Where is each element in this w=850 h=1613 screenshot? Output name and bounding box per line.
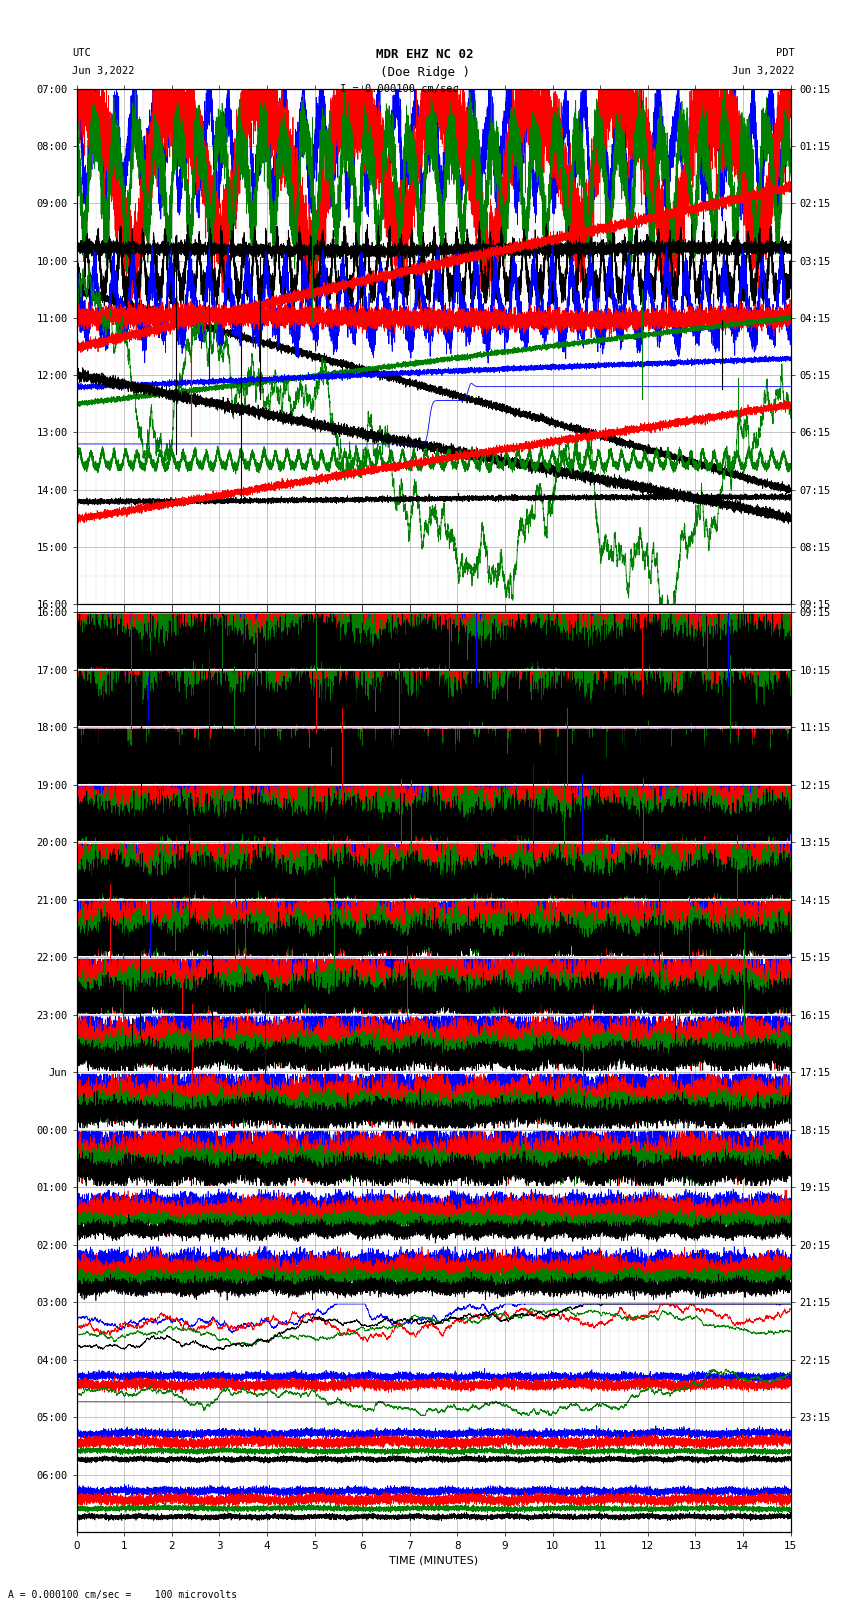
Text: (Doe Ridge ): (Doe Ridge ): [380, 66, 470, 79]
Text: Jun 3,2022: Jun 3,2022: [732, 66, 795, 76]
X-axis label: TIME (MINUTES): TIME (MINUTES): [389, 1555, 478, 1566]
Text: A = 0.000100 cm/sec =    100 microvolts: A = 0.000100 cm/sec = 100 microvolts: [8, 1590, 238, 1600]
Text: MDR EHZ NC 02: MDR EHZ NC 02: [377, 48, 473, 61]
Text: UTC: UTC: [72, 48, 91, 58]
Text: PDT: PDT: [776, 48, 795, 58]
Text: Jun 3,2022: Jun 3,2022: [72, 66, 135, 76]
Text: I = 0.000100 cm/sec: I = 0.000100 cm/sec: [340, 84, 459, 94]
